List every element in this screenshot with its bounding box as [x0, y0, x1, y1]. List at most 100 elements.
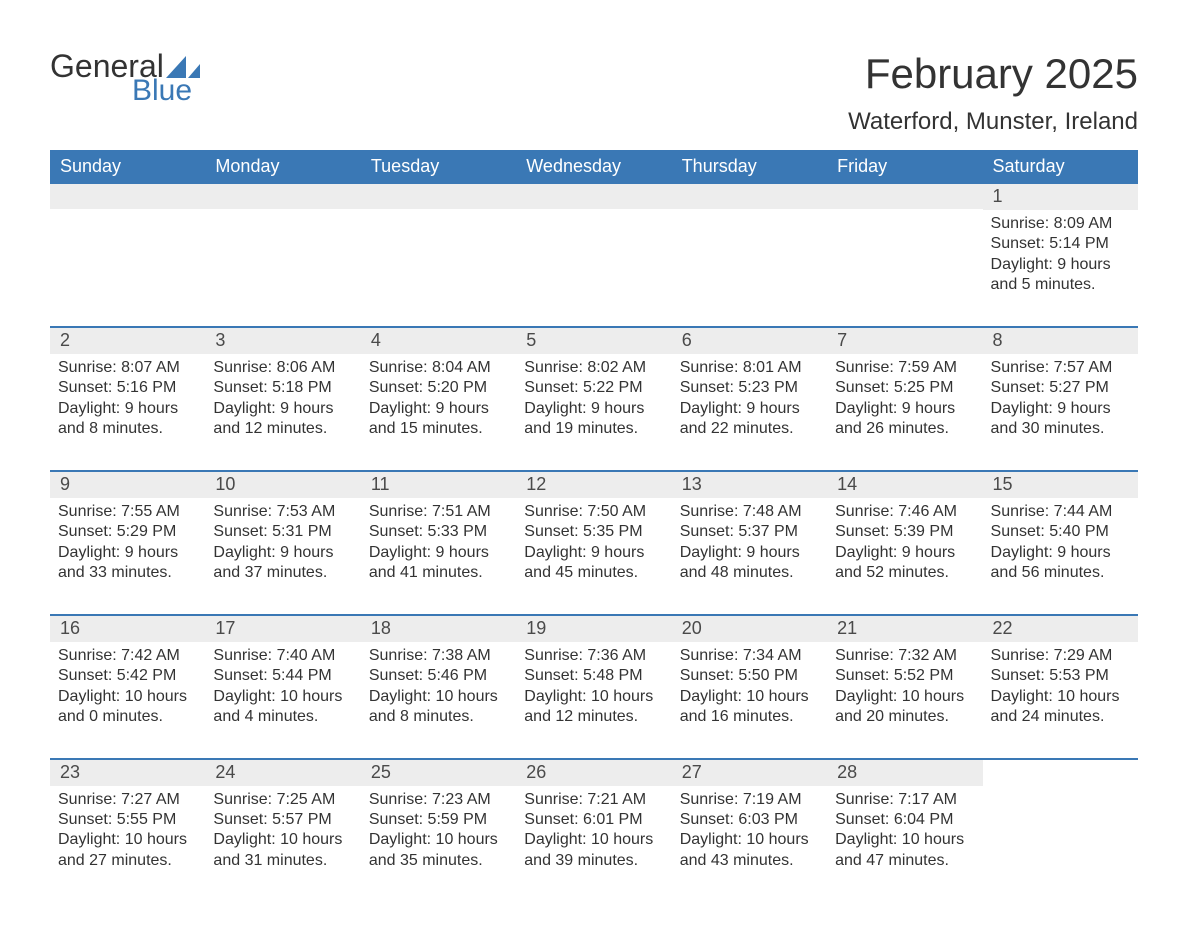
day-cell: 25Sunrise: 7:23 AMSunset: 5:59 PMDayligh…: [361, 760, 516, 902]
sunrise-line: Sunrise: 7:32 AM: [835, 646, 968, 666]
day-number: 22: [983, 616, 1138, 642]
day-info: Sunrise: 7:34 AMSunset: 5:50 PMDaylight:…: [680, 646, 819, 728]
sunset-line: Sunset: 5:37 PM: [680, 522, 813, 542]
day-cell: 16 Sunrise: 7:42 AMSunset: 5:42 PMDayligh…: [50, 616, 205, 758]
daylight-line: Daylight: 10 hours and 35 minutes.: [369, 830, 502, 871]
sunset-line: Sunset: 5:18 PM: [213, 378, 346, 398]
day-number: 4: [361, 328, 516, 354]
sunset-line: Sunset: 5:16 PM: [58, 378, 191, 398]
sunrise-line: Sunrise: 7:36 AM: [524, 646, 657, 666]
daylight-line: Daylight: 10 hours and 12 minutes.: [524, 687, 657, 728]
sunrise-line: Sunrise: 8:09 AM: [991, 214, 1124, 234]
daylight-line: Daylight: 10 hours and 24 minutes.: [991, 687, 1124, 728]
daylight-line: Daylight: 10 hours and 47 minutes.: [835, 830, 968, 871]
empty-day-header: [361, 184, 516, 209]
sunset-line: Sunset: 6:01 PM: [524, 810, 657, 830]
day-cell: 18Sunrise: 7:38 AMSunset: 5:46 PMDayligh…: [361, 616, 516, 758]
dow-cell: Wednesday: [516, 150, 671, 184]
week-row: 1Sunrise: 8:09 AMSunset: 5:14 PMDaylight…: [50, 184, 1138, 326]
day-number: 1: [983, 184, 1138, 210]
daylight-line: Daylight: 9 hours and 56 minutes.: [991, 543, 1124, 584]
daylight-line: Daylight: 10 hours and 20 minutes.: [835, 687, 968, 728]
sunset-line: Sunset: 5:27 PM: [991, 378, 1124, 398]
day-info: Sunrise: 7:51 AMSunset: 5:33 PMDaylight:…: [369, 502, 508, 584]
day-info: Sunrise: 7:42 AMSunset: 5:42 PMDaylight:…: [58, 646, 197, 728]
day-number: 14: [827, 472, 982, 498]
sunset-line: Sunset: 5:40 PM: [991, 522, 1124, 542]
sunset-line: Sunset: 5:48 PM: [524, 666, 657, 686]
day-cell: 1Sunrise: 8:09 AMSunset: 5:14 PMDaylight…: [983, 184, 1138, 326]
sunset-line: Sunset: 5:14 PM: [991, 234, 1124, 254]
day-cell: [983, 760, 1138, 902]
daylight-line: Daylight: 10 hours and 39 minutes.: [524, 830, 657, 871]
daylight-line: Daylight: 10 hours and 4 minutes.: [213, 687, 346, 728]
day-number: 16: [50, 616, 205, 642]
day-info: Sunrise: 7:17 AMSunset: 6:04 PMDaylight:…: [835, 790, 974, 872]
daylight-line: Daylight: 9 hours and 26 minutes.: [835, 399, 968, 440]
day-info: Sunrise: 7:59 AMSunset: 5:25 PMDaylight:…: [835, 358, 974, 440]
day-cell: 10Sunrise: 7:53 AMSunset: 5:31 PMDayligh…: [205, 472, 360, 614]
day-cell: 7Sunrise: 7:59 AMSunset: 5:25 PMDaylight…: [827, 328, 982, 470]
sunset-line: Sunset: 5:39 PM: [835, 522, 968, 542]
sunrise-line: Sunrise: 7:44 AM: [991, 502, 1124, 522]
sunset-line: Sunset: 5:59 PM: [369, 810, 502, 830]
day-info: Sunrise: 7:29 AMSunset: 5:53 PMDaylight:…: [991, 646, 1130, 728]
day-info: Sunrise: 7:46 AMSunset: 5:39 PMDaylight:…: [835, 502, 974, 584]
title-block: February 2025 Waterford, Munster, Irelan…: [848, 50, 1138, 136]
sunrise-line: Sunrise: 7:23 AM: [369, 790, 502, 810]
day-number: 23: [50, 760, 205, 786]
daylight-line: Daylight: 9 hours and 8 minutes.: [58, 399, 191, 440]
day-cell: 23 Sunrise: 7:27 AMSunset: 5:55 PMDayligh…: [50, 760, 205, 902]
day-info: Sunrise: 7:50 AMSunset: 5:35 PMDaylight:…: [524, 502, 663, 584]
day-number: 17: [205, 616, 360, 642]
day-cell: [361, 184, 516, 326]
daylight-line: Daylight: 10 hours and 16 minutes.: [680, 687, 813, 728]
day-cell: 12Sunrise: 7:50 AMSunset: 5:35 PMDayligh…: [516, 472, 671, 614]
day-info: Sunrise: 7:21 AMSunset: 6:01 PMDaylight:…: [524, 790, 663, 872]
day-info: Sunrise: 8:06 AMSunset: 5:18 PMDaylight:…: [213, 358, 352, 440]
logo: General Blue: [50, 50, 200, 106]
day-cell: 13 Sunrise: 7:48 AMSunset: 5:37 PMDayligh…: [672, 472, 827, 614]
sunrise-line: Sunrise: 7:50 AM: [524, 502, 657, 522]
sunset-line: Sunset: 5:23 PM: [680, 378, 813, 398]
sunset-line: Sunset: 5:22 PM: [524, 378, 657, 398]
day-number: 19: [516, 616, 671, 642]
week-row: 16 Sunrise: 7:42 AMSunset: 5:42 PMDayligh…: [50, 614, 1138, 758]
sunrise-line: Sunrise: 7:48 AM: [680, 502, 813, 522]
month-title: February 2025: [848, 50, 1138, 98]
sunset-line: Sunset: 6:04 PM: [835, 810, 968, 830]
daylight-line: Daylight: 10 hours and 31 minutes.: [213, 830, 346, 871]
day-number: 11: [361, 472, 516, 498]
sunrise-line: Sunrise: 7:34 AM: [680, 646, 813, 666]
day-number: 26: [516, 760, 671, 786]
day-info: Sunrise: 7:23 AMSunset: 5:59 PMDaylight:…: [369, 790, 508, 872]
day-info: Sunrise: 7:48 AMSunset: 5:37 PMDaylight:…: [680, 502, 819, 584]
day-number: 5: [516, 328, 671, 354]
dow-cell: Friday: [827, 150, 982, 184]
day-number: 20: [672, 616, 827, 642]
day-number: 15: [983, 472, 1138, 498]
day-info: Sunrise: 8:02 AMSunset: 5:22 PMDaylight:…: [524, 358, 663, 440]
daylight-line: Daylight: 10 hours and 27 minutes.: [58, 830, 191, 871]
sunrise-line: Sunrise: 7:21 AM: [524, 790, 657, 810]
sunrise-line: Sunrise: 7:19 AM: [680, 790, 813, 810]
sunset-line: Sunset: 5:57 PM: [213, 810, 346, 830]
days-of-week-header: SundayMondayTuesdayWednesdayThursdayFrid…: [50, 150, 1138, 184]
dow-cell: Tuesday: [361, 150, 516, 184]
daylight-line: Daylight: 9 hours and 52 minutes.: [835, 543, 968, 584]
day-number: 13: [672, 472, 827, 498]
empty-day-header: [983, 760, 1138, 785]
daylight-line: Daylight: 9 hours and 19 minutes.: [524, 399, 657, 440]
sunrise-line: Sunrise: 7:55 AM: [58, 502, 191, 522]
day-number: 18: [361, 616, 516, 642]
dow-cell: Monday: [205, 150, 360, 184]
sunrise-line: Sunrise: 8:04 AM: [369, 358, 502, 378]
day-info: Sunrise: 7:27 AMSunset: 5:55 PMDaylight:…: [58, 790, 197, 872]
day-number: 24: [205, 760, 360, 786]
daylight-line: Daylight: 9 hours and 41 minutes.: [369, 543, 502, 584]
sunrise-line: Sunrise: 7:40 AM: [213, 646, 346, 666]
day-cell: 26 Sunrise: 7:21 AMSunset: 6:01 PMDayligh…: [516, 760, 671, 902]
sunset-line: Sunset: 5:35 PM: [524, 522, 657, 542]
daylight-line: Daylight: 10 hours and 43 minutes.: [680, 830, 813, 871]
day-number: 6: [672, 328, 827, 354]
